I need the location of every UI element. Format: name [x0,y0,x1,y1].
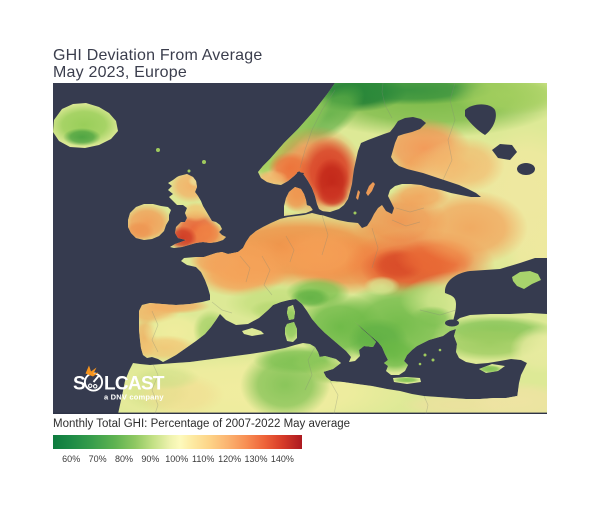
svg-text:S: S [73,374,86,395]
svg-text:a DNV company: a DNV company [104,393,164,402]
svg-text:LCAST: LCAST [104,374,165,395]
